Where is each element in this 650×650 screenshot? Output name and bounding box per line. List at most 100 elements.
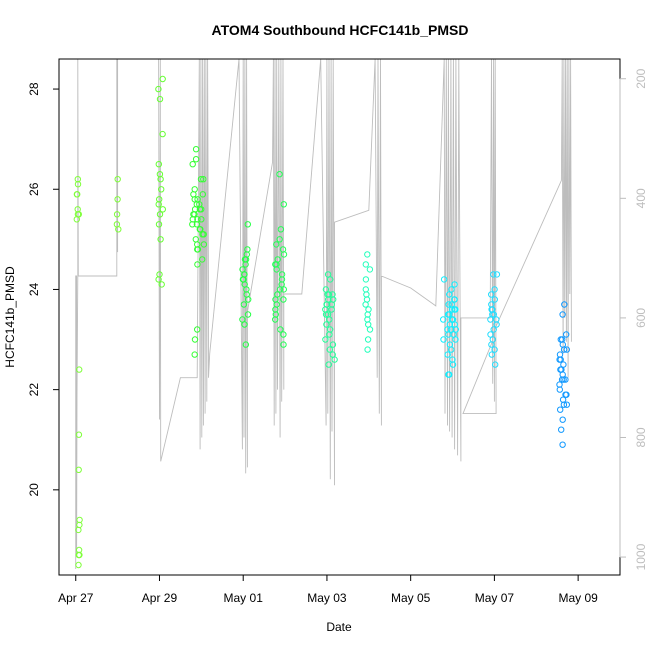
data-point xyxy=(557,406,564,413)
y-tick-label: 26 xyxy=(27,182,41,196)
data-point xyxy=(114,196,121,203)
data-point xyxy=(557,366,564,373)
data-point xyxy=(194,261,201,268)
data-point xyxy=(276,286,284,293)
data-point xyxy=(277,326,284,333)
data-point xyxy=(448,346,455,353)
data-point xyxy=(451,306,458,313)
data-point xyxy=(76,551,83,559)
data-point xyxy=(448,286,455,293)
data-point xyxy=(273,241,280,248)
data-point xyxy=(444,326,451,333)
data-point xyxy=(156,95,164,103)
data-point xyxy=(444,351,451,358)
data-point xyxy=(189,161,196,168)
data-point xyxy=(200,241,208,248)
data-point xyxy=(75,561,82,569)
data-point xyxy=(560,401,568,408)
data-point xyxy=(322,311,330,318)
data-point xyxy=(556,356,563,363)
data-point xyxy=(280,331,287,338)
data-point xyxy=(245,296,252,303)
data-point xyxy=(560,346,568,353)
data-point xyxy=(445,371,452,378)
data-point xyxy=(192,146,200,153)
data-point xyxy=(242,341,250,348)
data-point xyxy=(277,226,285,233)
data-point xyxy=(491,296,498,303)
data-point xyxy=(449,306,456,313)
x-tick-label: May 01 xyxy=(224,591,264,605)
right-y-tick-label: 800 xyxy=(634,427,648,447)
data-point xyxy=(273,261,280,268)
data-point xyxy=(157,176,164,183)
data-point xyxy=(447,326,455,333)
data-point xyxy=(362,261,369,268)
data-point xyxy=(493,316,500,323)
data-point xyxy=(196,226,204,233)
data-point xyxy=(272,316,279,323)
data-point xyxy=(364,336,372,343)
data-point xyxy=(491,286,498,293)
right-y-tick-label: 400 xyxy=(634,188,648,208)
data-point xyxy=(562,376,569,383)
data-point xyxy=(563,331,570,338)
data-point xyxy=(155,85,162,93)
chart-title: ATOM4 Southbound HCFC141b_PMSD xyxy=(212,22,469,38)
data-point xyxy=(272,296,279,303)
plot-frame xyxy=(58,58,621,576)
data-point xyxy=(449,361,457,368)
data-point xyxy=(158,281,165,288)
data-point xyxy=(191,336,199,343)
right-y-tick-label: 200 xyxy=(634,68,648,88)
data-point xyxy=(276,171,283,178)
data-point xyxy=(362,286,369,293)
data-points-layer xyxy=(73,75,570,569)
data-point xyxy=(487,331,494,338)
y-tick-label: 20 xyxy=(27,483,41,497)
data-point xyxy=(488,341,495,348)
data-point xyxy=(362,276,370,283)
data-point xyxy=(196,206,204,213)
data-point xyxy=(244,311,252,318)
data-point xyxy=(559,416,566,423)
data-point xyxy=(74,181,82,188)
x-tick-label: Apr 29 xyxy=(142,591,178,605)
data-point xyxy=(159,130,166,138)
data-point xyxy=(192,156,200,163)
data-point xyxy=(280,341,287,348)
right-y-axis: 200 400 600 800 1000 xyxy=(619,68,648,570)
data-point xyxy=(559,396,567,403)
x-tick-label: May 07 xyxy=(475,591,515,605)
data-point xyxy=(326,331,333,338)
data-point xyxy=(159,75,166,83)
right-y-tick-label: 1000 xyxy=(634,543,648,570)
data-point xyxy=(239,276,247,283)
data-point xyxy=(280,251,288,258)
data-point xyxy=(487,316,494,323)
data-point xyxy=(488,291,495,298)
data-point xyxy=(563,346,570,353)
y-axis: 20 22 24 26 28 xyxy=(27,82,60,497)
data-point xyxy=(280,296,287,303)
data-point xyxy=(199,191,207,198)
data-point xyxy=(280,286,287,293)
data-point xyxy=(329,341,337,348)
data-point xyxy=(492,361,499,368)
x-tick-label: Apr 27 xyxy=(58,591,94,605)
data-point xyxy=(452,336,459,343)
data-point xyxy=(488,351,495,358)
data-point xyxy=(451,281,458,288)
data-point xyxy=(490,326,497,333)
data-point xyxy=(241,256,249,263)
data-point xyxy=(155,201,162,208)
data-point xyxy=(440,276,448,283)
data-point xyxy=(280,201,287,208)
data-point xyxy=(198,216,205,223)
data-point xyxy=(113,211,121,218)
data-point xyxy=(156,211,164,218)
data-point xyxy=(191,351,198,358)
data-point xyxy=(329,291,336,298)
data-point xyxy=(155,276,162,283)
data-point xyxy=(194,246,201,253)
